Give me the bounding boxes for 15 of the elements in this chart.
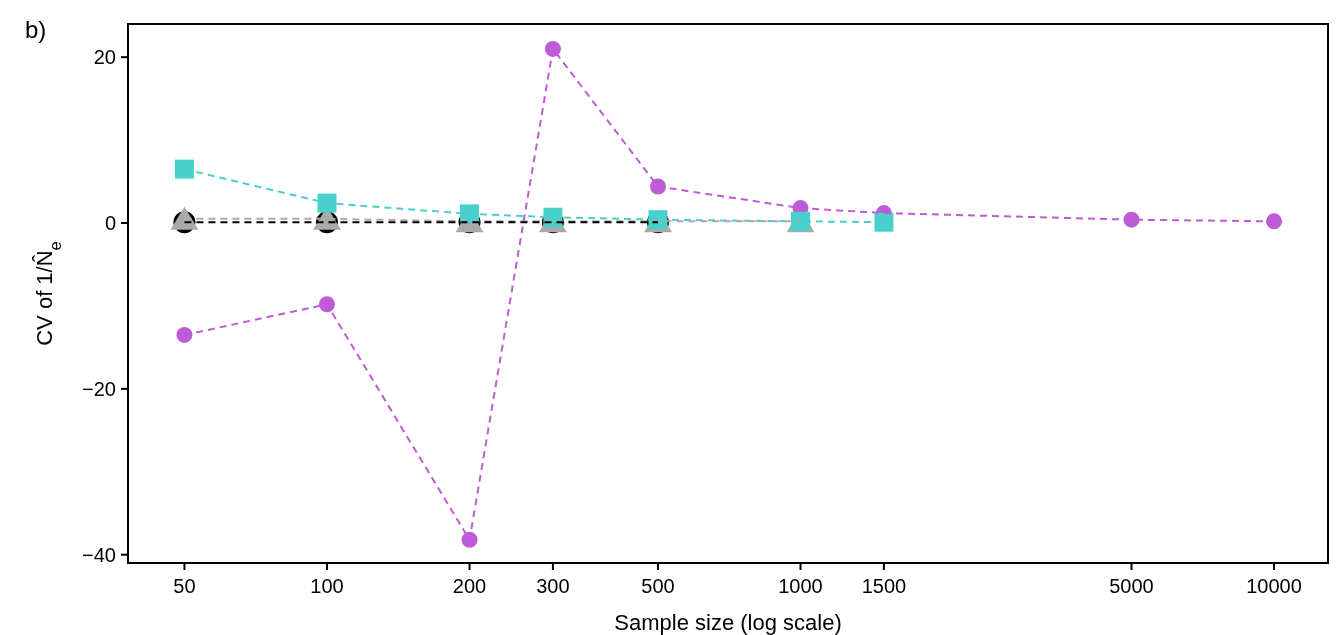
y-tick-label: 20 (93, 46, 116, 69)
x-tick-label: 10000 (1246, 575, 1302, 597)
y-tick-label: 0 (104, 212, 116, 235)
y-tick-label: −40 (82, 543, 116, 566)
y-tick-label: −20 (82, 377, 116, 400)
x-tick-label: 200 (452, 575, 487, 597)
x-tick-label: 300 (536, 575, 570, 597)
x-tick-label: 100 (310, 575, 344, 597)
x-tick-label: 500 (641, 575, 675, 597)
x-tick-label: 50 (173, 575, 196, 597)
x-tick-label: 5000 (1109, 575, 1154, 597)
x-tick-label: 1500 (861, 575, 907, 597)
text: b) (25, 16, 47, 43)
x-tick-label: 1000 (778, 575, 823, 597)
x-axis-title: Sample size (log scale) (614, 610, 842, 635)
